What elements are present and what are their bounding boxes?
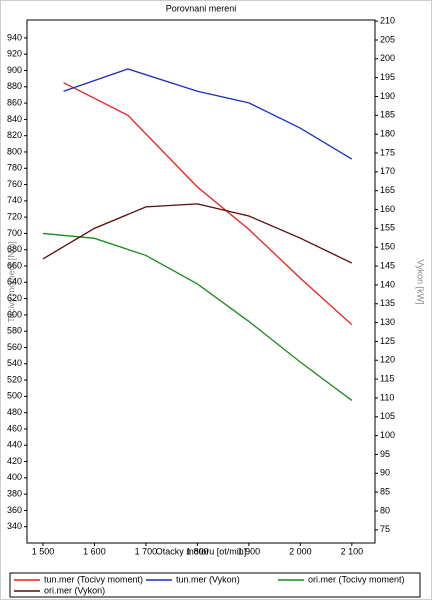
legend-label: tun.mer (Vykon) (176, 574, 240, 584)
x-tick-label: 2 100 (341, 546, 364, 556)
x-tick-label: 2 000 (289, 546, 312, 556)
y2-tick-label: 205 (380, 34, 395, 44)
y-tick-label: 580 (7, 326, 22, 336)
y2-tick-label: 165 (380, 185, 395, 195)
y2-tick-label: 115 (380, 373, 394, 383)
y2-tick-label: 100 (380, 430, 395, 440)
y-tick-label: 460 (7, 423, 22, 433)
y2-tick-label: 110 (380, 392, 394, 402)
y-tick-label: 640 (7, 277, 22, 287)
y2-tick-label: 130 (380, 317, 395, 327)
x-tick-label: 1 900 (238, 546, 261, 556)
y-tick-label: 380 (7, 488, 22, 498)
y-tick-label: 660 (7, 260, 22, 270)
y2-tick-label: 160 (380, 204, 395, 214)
y-tick-label: 500 (7, 391, 22, 401)
series-line (63, 68, 353, 160)
y2-tick-label: 185 (380, 110, 395, 120)
y-tick-label: 600 (7, 309, 22, 319)
y-tick-label: 920 (7, 49, 22, 59)
y-tick-label: 740 (7, 195, 22, 205)
y-tick-label: 680 (7, 244, 22, 254)
y-tick-label: 480 (7, 407, 22, 417)
y2-tick-label: 200 (380, 53, 395, 63)
series-line (42, 232, 353, 401)
series-line (42, 203, 353, 264)
y2-tick-label: 150 (380, 242, 395, 252)
y2-tick-label: 190 (380, 91, 395, 101)
y-axis-label: Tocivy moment [Nm] (6, 241, 16, 323)
y2-tick-label: 120 (380, 355, 395, 365)
y2-tick-label: 210 (380, 16, 395, 26)
y-tick-label: 880 (7, 81, 22, 91)
y-tick-label: 840 (7, 114, 22, 124)
x-axis-label: Otacky motoru [ot/min] (156, 546, 247, 556)
y-tick-label: 820 (7, 130, 22, 140)
y-tick-label: 620 (7, 293, 22, 303)
y-tick-label: 760 (7, 179, 22, 189)
legend-label: ori.mer (Vykon) (44, 585, 105, 595)
legend (9, 572, 421, 598)
y2-tick-label: 175 (380, 147, 395, 157)
y-tick-label: 800 (7, 146, 22, 156)
y-tick-label: 360 (7, 505, 22, 515)
y2-axis-label: Vykon [kW] (416, 259, 426, 304)
chart-title: Porovnani mereni (166, 3, 237, 13)
y-tick-label: 860 (7, 97, 22, 107)
legend-label: ori.mer (Tocivy moment) (308, 574, 405, 584)
y2-tick-label: 155 (380, 223, 395, 233)
y2-tick-label: 170 (380, 166, 395, 176)
y2-tick-label: 140 (380, 279, 395, 289)
y2-tick-label: 105 (380, 411, 395, 421)
x-tick-label: 1 600 (83, 546, 106, 556)
y-tick-label: 700 (7, 228, 22, 238)
y2-tick-label: 195 (380, 72, 395, 82)
y-tick-label: 780 (7, 163, 22, 173)
y2-tick-label: 75 (380, 524, 390, 534)
y2-tick-label: 135 (380, 298, 395, 308)
y-tick-label: 900 (7, 65, 22, 75)
y2-tick-label: 145 (380, 260, 395, 270)
y-tick-label: 420 (7, 456, 22, 466)
y2-tick-label: 125 (380, 336, 395, 346)
y2-tick-label: 95 (380, 449, 390, 459)
y2-tick-label: 180 (380, 129, 395, 139)
y-tick-label: 540 (7, 358, 22, 368)
y-tick-label: 940 (7, 32, 22, 42)
y-tick-label: 440 (7, 440, 22, 450)
y-tick-label: 560 (7, 342, 22, 352)
series-line (63, 82, 353, 326)
y-tick-label: 720 (7, 212, 22, 222)
legend-label: tun.mer (Tocivy moment) (44, 574, 143, 584)
plot-area (26, 19, 376, 544)
x-tick-label: 1 800 (186, 546, 209, 556)
y-tick-label: 520 (7, 374, 22, 384)
y-tick-label: 340 (7, 521, 22, 531)
y-tick-label: 400 (7, 472, 22, 482)
y2-tick-label: 85 (380, 487, 390, 497)
x-tick-label: 1 500 (32, 546, 55, 556)
y2-tick-label: 90 (380, 468, 390, 478)
y2-tick-label: 80 (380, 505, 390, 515)
x-tick-label: 1 700 (135, 546, 158, 556)
